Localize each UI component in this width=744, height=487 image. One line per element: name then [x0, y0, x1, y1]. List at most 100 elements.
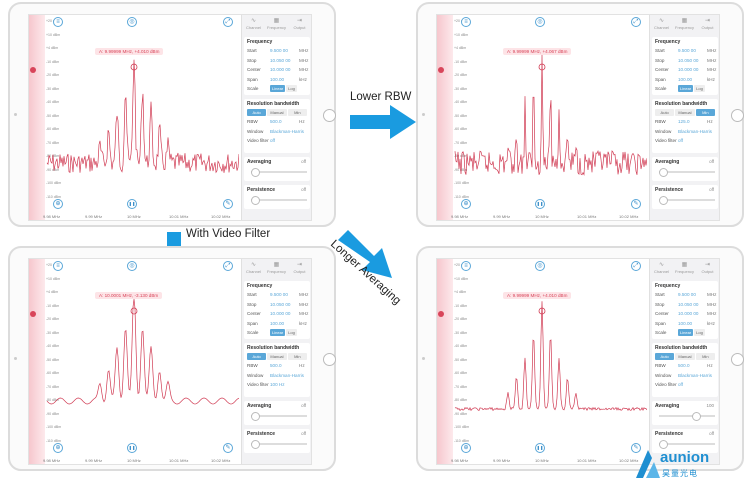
- menu-button[interactable]: ≡: [53, 17, 63, 27]
- pause-button[interactable]: ❚❚: [535, 199, 545, 209]
- row-value-input[interactable]: 10.050 00: [270, 301, 291, 307]
- menu-button[interactable]: ≡: [53, 261, 63, 271]
- row-value-input[interactable]: 100.00: [270, 76, 285, 82]
- row-value-input[interactable]: 10.000 00: [678, 311, 699, 316]
- slider-knob[interactable]: [659, 196, 668, 205]
- row-value[interactable]: Blackman-Harris: [678, 128, 712, 134]
- scale-log-button[interactable]: Log: [286, 85, 297, 92]
- slider-knob[interactable]: [659, 168, 668, 177]
- home-button[interactable]: [731, 108, 744, 122]
- row-value-input[interactable]: 9.500 00: [270, 48, 288, 53]
- home-button[interactable]: [323, 352, 336, 366]
- reference-level-marker[interactable]: [30, 67, 36, 73]
- spectrum-plot[interactable]: +20 dBm+10 dBm+4 dBm-10 dBm-20 dBm-30 dB…: [437, 259, 647, 464]
- row-value[interactable]: 500.0: [270, 119, 282, 124]
- tab-channel[interactable]: ∿ Channel: [242, 17, 265, 30]
- tab-output[interactable]: ⇥ Output: [696, 261, 719, 274]
- menu-button[interactable]: ≡: [461, 17, 471, 27]
- tab-channel[interactable]: ∿ Channel: [650, 17, 673, 30]
- pause-button[interactable]: ❚❚: [127, 443, 137, 453]
- rbw-mode-min[interactable]: Min: [287, 353, 307, 360]
- row-value[interactable]: off: [678, 382, 684, 387]
- slider-knob[interactable]: [251, 196, 260, 205]
- row-value[interactable]: Blackman-Harris: [270, 372, 304, 378]
- zoom-button[interactable]: ⊕: [53, 443, 63, 453]
- rbw-mode-min[interactable]: Min: [695, 353, 715, 360]
- rbw-mode-min[interactable]: Min: [695, 109, 715, 116]
- scale-linear-button[interactable]: Linear: [270, 329, 286, 336]
- row-value-input[interactable]: 100.00: [678, 76, 693, 82]
- tab-frequency[interactable]: ▦ Frequency: [265, 261, 288, 274]
- zoom-button[interactable]: ⊕: [461, 443, 471, 453]
- slider-knob[interactable]: [659, 440, 668, 449]
- row-value-input[interactable]: 10.000 00: [270, 311, 291, 316]
- scale-log-button[interactable]: Log: [694, 85, 705, 92]
- row-value-input[interactable]: 9.500 00: [270, 292, 288, 297]
- screenshot-button[interactable]: ◎: [535, 261, 545, 271]
- screenshot-button[interactable]: ◎: [127, 261, 137, 271]
- rbw-mode-auto[interactable]: Auto: [655, 109, 675, 116]
- reference-level-marker[interactable]: [30, 311, 36, 317]
- row-value[interactable]: off: [270, 138, 276, 143]
- row-value-input[interactable]: 10.050 00: [678, 301, 699, 307]
- spectrum-plot[interactable]: +20 dBm+10 dBm+4 dBm-10 dBm-20 dBm-30 dB…: [29, 15, 239, 220]
- home-button[interactable]: [731, 352, 744, 366]
- row-value[interactable]: Blackman-Harris: [678, 372, 712, 378]
- rbw-mode-manual[interactable]: Manual: [267, 109, 287, 116]
- spectrum-plot[interactable]: +20 dBm+10 dBm+4 dBm-10 dBm-20 dBm-30 dB…: [29, 259, 239, 464]
- pause-button[interactable]: ❚❚: [535, 443, 545, 453]
- row-value[interactable]: 125.0: [678, 119, 690, 124]
- zoom-button[interactable]: ⊕: [461, 199, 471, 209]
- tab-frequency[interactable]: ▦ Frequency: [265, 17, 288, 30]
- tab-frequency[interactable]: ▦ Frequency: [673, 17, 696, 30]
- home-button[interactable]: [323, 108, 336, 122]
- row-value-input[interactable]: 9.500 00: [678, 48, 696, 53]
- rbw-mode-min[interactable]: Min: [287, 109, 307, 116]
- tab-channel[interactable]: ∿ Channel: [242, 261, 265, 274]
- row-value-input[interactable]: 100.00: [678, 320, 693, 326]
- rbw-mode-auto[interactable]: Auto: [247, 353, 267, 360]
- averaging-slider[interactable]: [659, 412, 715, 421]
- reference-level-marker[interactable]: [438, 67, 444, 73]
- expand-button[interactable]: ⤢: [223, 261, 233, 271]
- menu-button[interactable]: ≡: [461, 261, 471, 271]
- row-value-input[interactable]: 10.050 00: [678, 57, 699, 63]
- slider-knob[interactable]: [251, 168, 260, 177]
- edit-button[interactable]: ✎: [223, 199, 233, 209]
- tab-frequency[interactable]: ▦ Frequency: [673, 261, 696, 274]
- edit-button[interactable]: ✎: [223, 443, 233, 453]
- rbw-mode-manual[interactable]: Manual: [267, 353, 287, 360]
- rbw-mode-auto[interactable]: Auto: [655, 353, 675, 360]
- persistence-slider[interactable]: [251, 196, 307, 205]
- rbw-mode-manual[interactable]: Manual: [675, 353, 695, 360]
- averaging-slider[interactable]: [659, 168, 715, 177]
- edit-button[interactable]: ✎: [631, 199, 641, 209]
- reference-level-marker[interactable]: [438, 311, 444, 317]
- tab-channel[interactable]: ∿ Channel: [650, 261, 673, 274]
- scale-linear-button[interactable]: Linear: [270, 85, 286, 92]
- row-value[interactable]: Blackman-Harris: [270, 128, 304, 134]
- expand-button[interactable]: ⤢: [223, 17, 233, 27]
- persistence-slider[interactable]: [659, 196, 715, 205]
- row-value[interactable]: 500.0: [678, 363, 690, 368]
- averaging-slider[interactable]: [251, 168, 307, 177]
- row-value-input[interactable]: 10.050 00: [270, 57, 291, 63]
- row-value-input[interactable]: 100.00: [270, 320, 285, 326]
- edit-button[interactable]: ✎: [631, 443, 641, 453]
- screenshot-button[interactable]: ◎: [127, 17, 137, 27]
- slider-knob[interactable]: [692, 412, 701, 421]
- tab-output[interactable]: ⇥ Output: [288, 17, 311, 30]
- row-value[interactable]: 100 Hz: [270, 382, 285, 387]
- rbw-mode-manual[interactable]: Manual: [675, 109, 695, 116]
- row-value-input[interactable]: 9.500 00: [678, 292, 696, 297]
- slider-knob[interactable]: [251, 412, 260, 421]
- scale-linear-button[interactable]: Linear: [678, 85, 694, 92]
- expand-button[interactable]: ⤢: [631, 17, 641, 27]
- rbw-mode-auto[interactable]: Auto: [247, 109, 267, 116]
- row-value-input[interactable]: 10.000 00: [270, 67, 291, 72]
- scale-log-button[interactable]: Log: [286, 329, 297, 336]
- pause-button[interactable]: ❚❚: [127, 199, 137, 209]
- averaging-slider[interactable]: [251, 412, 307, 421]
- scale-linear-button[interactable]: Linear: [678, 329, 694, 336]
- persistence-slider[interactable]: [659, 440, 715, 449]
